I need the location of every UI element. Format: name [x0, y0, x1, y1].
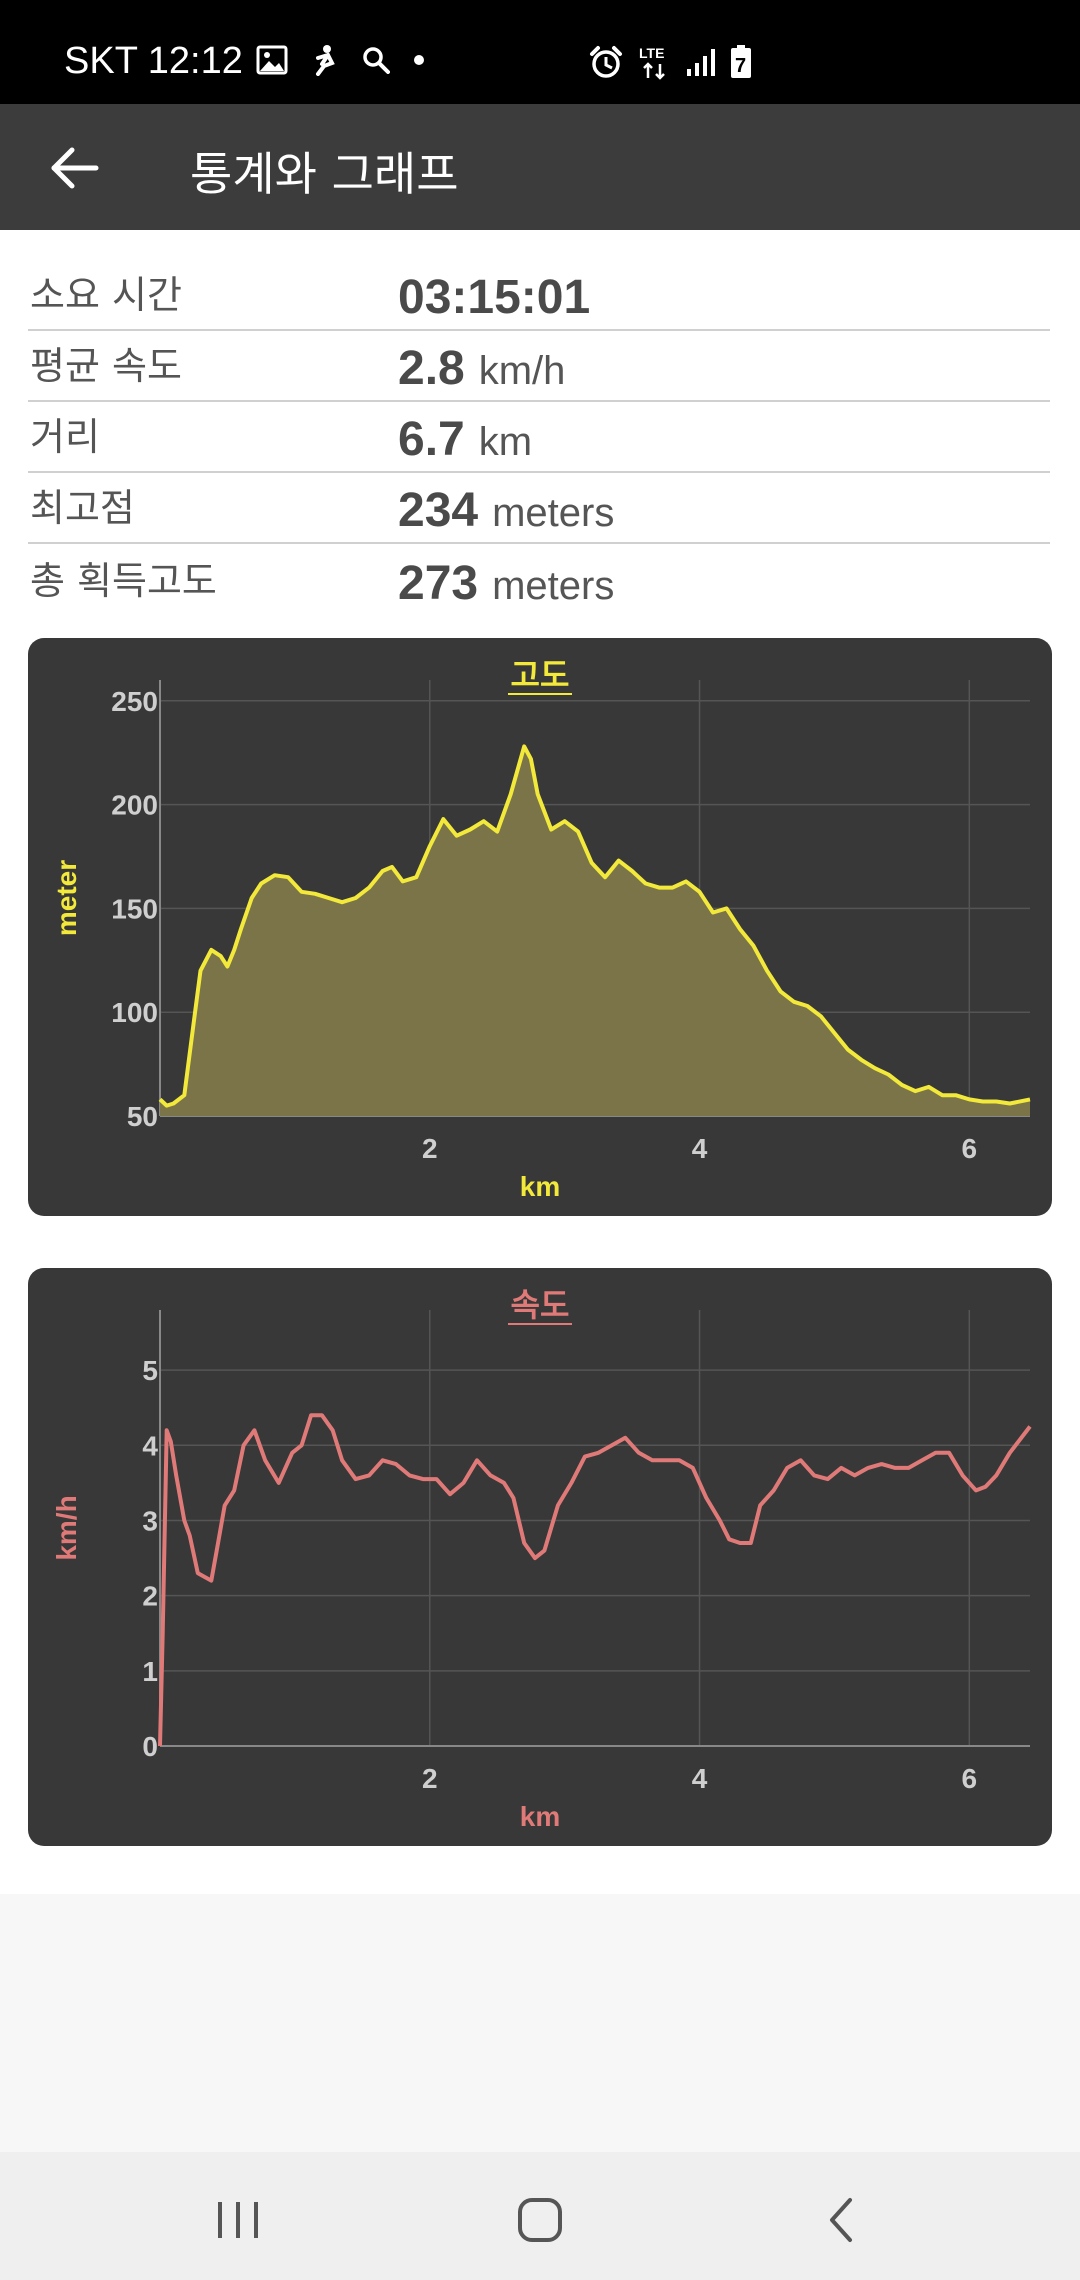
y-tick-label: 0 [142, 1731, 158, 1762]
status-bar: SKT 12:12 LTE [0, 0, 1080, 104]
x-tick-label: 6 [962, 1133, 978, 1164]
y-tick-label: 250 [111, 686, 158, 717]
series-line [158, 744, 1031, 1108]
x-tick-label: 6 [962, 1763, 978, 1794]
stat-row-max-elevation: 최고점 234 meters [28, 473, 1050, 544]
speed-chart: 0 1 2 3 4 5 2 4 6 속도 km km/h [28, 1268, 1052, 1846]
x-tick-label: 4 [692, 1133, 708, 1164]
stat-row-distance: 거리 6.7 km [28, 402, 1050, 473]
home-icon[interactable] [512, 2192, 568, 2248]
x-tick-label: 2 [422, 1133, 438, 1164]
stat-row-avg-speed: 평균 속도 2.8 km/h [28, 331, 1050, 402]
lte-icon: LTE [639, 45, 665, 80]
stat-unit: meters [492, 491, 615, 535]
x-axis-label: km [520, 1801, 560, 1832]
content-area: 소요 시간 03:15:01 평균 속도 2.8 km/h 거리 6.7 km 최고… [0, 230, 1080, 1894]
status-left-icons [256, 44, 426, 76]
stats-table: 소요 시간 03:15:01 평균 속도 2.8 km/h 거리 6.7 km 최고… [28, 260, 1050, 615]
notification-dot-icon [414, 55, 424, 65]
stat-row-duration: 소요 시간 03:15:01 [28, 260, 1050, 331]
stat-row-total-ascent: 총 획득고도 273 meters [28, 544, 1050, 615]
svg-text:LTE: LTE [639, 45, 664, 61]
chart-title: 고도 [511, 657, 570, 693]
navigation-bar [0, 2152, 1080, 2280]
x-axis-label: km [520, 1171, 560, 1202]
gallery-icon [256, 45, 288, 75]
series-line [158, 1413, 1032, 1747]
y-tick-label: 150 [111, 893, 158, 924]
chart-title: 속도 [511, 1287, 570, 1323]
battery-icon: 7 [731, 45, 751, 78]
back-icon[interactable] [814, 2192, 870, 2248]
back-arrow-icon[interactable] [44, 138, 104, 198]
y-tick-label: 200 [111, 790, 158, 821]
stat-label: 소요 시간 [30, 273, 182, 317]
stat-value: 234 [398, 484, 479, 537]
stat-label: 총 획득고도 [30, 559, 217, 603]
y-axis-label: km/h [51, 1495, 82, 1560]
page-title: 통계와 그래프 [190, 147, 459, 201]
stat-label: 거리 [30, 415, 100, 459]
stat-label: 평균 속도 [30, 344, 182, 388]
alarm-icon [590, 46, 622, 78]
y-tick-label: 5 [142, 1355, 158, 1386]
stat-unit: km [478, 420, 533, 464]
y-tick-label: 3 [142, 1505, 158, 1536]
elevation-chart: 50 100 150 200 250 2 4 6 고도 km meter [28, 638, 1052, 1216]
x-tick-label: 2 [422, 1763, 438, 1794]
stat-value: 273 [398, 557, 479, 610]
status-right-icons: LTE 7 [588, 44, 752, 80]
stat-unit: meters [492, 564, 615, 608]
y-axis-label: meter [51, 860, 82, 936]
stat-value: 6.7 [398, 413, 465, 466]
stat-value: 2.8 [398, 342, 465, 395]
activity-icon [316, 45, 335, 76]
svg-text:7: 7 [735, 55, 746, 77]
x-tick-label: 4 [692, 1763, 708, 1794]
y-tick-label: 4 [142, 1430, 158, 1461]
signal-icon [687, 49, 715, 76]
area-fill [160, 746, 1030, 1116]
search-icon [363, 47, 390, 74]
stat-value: 03:15:01 [398, 271, 591, 324]
y-tick-label: 1 [142, 1656, 158, 1687]
y-tick-label: 100 [111, 997, 158, 1028]
y-tick-label: 50 [127, 1101, 158, 1132]
y-tick-label: 2 [142, 1581, 158, 1612]
app-bar: 통계와 그래프 [0, 104, 1080, 230]
recent-apps-icon[interactable] [210, 2192, 266, 2248]
chart-svg: 0 1 2 3 4 5 2 4 6 속도 km km/h [51, 1287, 1032, 1832]
stat-unit: km/h [478, 349, 566, 393]
status-carrier-time: SKT 12:12 [64, 40, 243, 82]
stat-label: 최고점 [30, 486, 135, 530]
chart-svg: 50 100 150 200 250 2 4 6 고도 km meter [51, 657, 1031, 1202]
